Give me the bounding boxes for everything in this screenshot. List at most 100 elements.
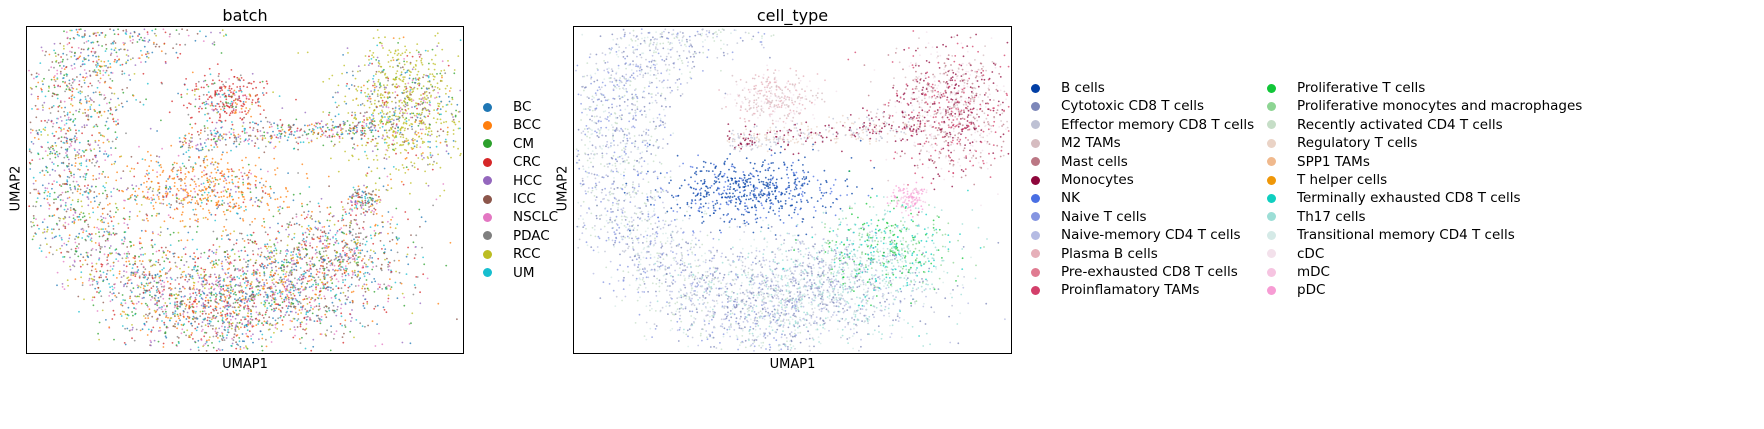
scatter-point [201,312,204,315]
scatter-point [132,274,135,277]
scatter-point [112,309,115,312]
scatter-point [30,141,33,143]
scatter-point [158,164,161,167]
scatter-point [396,131,399,134]
scatter-point [50,119,53,122]
scatter-point [128,74,130,76]
scatter-point [85,101,88,104]
scatter-point [192,338,194,340]
scatter-point [433,160,435,163]
scatter-point [75,109,77,112]
scatter-point [217,201,220,204]
scatter-point [233,306,236,309]
scatter-point [46,226,49,229]
scatter-point [377,135,380,138]
scatter-point [131,337,133,340]
scatter-point [203,161,205,164]
scatter-point [136,215,139,217]
scatter-point [45,169,48,172]
scatter-point [287,235,290,238]
scatter-point [91,247,94,250]
scatter-point [376,148,379,151]
scatter-point [189,184,192,187]
scatter-point [47,141,49,144]
scatter-point [409,113,412,115]
scatter-point [68,82,71,85]
scatter-point [223,289,226,292]
scatter-point [419,117,422,120]
scatter-point [325,286,328,289]
scatter-point [360,138,363,141]
scatter-point [93,296,96,299]
scatter-point [416,107,418,110]
scatter-point [109,291,112,294]
scatter-point [104,34,107,36]
scatter-point [147,277,150,279]
scatter-point [75,235,78,238]
scatter-point [177,92,180,95]
scatter-point [199,256,202,259]
scatter-point [64,106,66,109]
scatter-point [214,177,217,179]
scatter-point [308,301,311,304]
scatter-point [393,136,396,139]
scatter-point [369,49,371,52]
scatter-point [246,329,249,332]
scatter-point [260,265,263,268]
scatter-point [437,42,440,44]
scatter-point [270,341,273,343]
scatter-point [77,200,79,203]
scatter-point [234,285,237,287]
scatter-point [62,256,64,258]
scatter-point [115,51,118,54]
scatter-point [401,52,404,55]
scatter-point [406,71,408,73]
scatter-point [67,118,70,121]
scatter-point [378,189,380,192]
scatter-point [445,104,448,106]
scatter-point [36,197,39,200]
scatter-point [167,270,170,273]
scatter-point [102,271,105,274]
scatter-point [379,283,382,286]
scatter-point [360,89,363,92]
scatter-point [372,56,375,59]
scatter-point [201,321,204,324]
scatter-point [237,207,240,210]
scatter-point [194,183,197,186]
scatter-point [45,256,48,258]
scatter-point [362,265,364,267]
scatter-point [169,186,172,189]
scatter-point [447,96,450,98]
scatter-point [282,281,285,284]
scatter-point [101,309,104,312]
scatter-point [418,84,421,87]
scatter-point [93,275,96,278]
scatter-point [404,103,407,106]
scatter-point [121,73,124,76]
scatter-point [113,313,116,316]
scatter-point [156,302,158,304]
scatter-point [248,169,251,172]
scatter-point [191,269,194,271]
scatter-point [331,74,334,77]
scatter-point [304,347,307,350]
scatter-point [98,93,101,96]
scatter-point [194,255,197,258]
scatter-point [172,47,175,49]
scatter-point [226,334,229,337]
scatter-point [439,118,442,121]
scatter-point [404,98,407,100]
scatter-point [129,35,131,38]
scatter-point [382,135,385,138]
scatter-point [90,277,93,280]
scatter-point [383,129,386,132]
scatter-point [339,255,341,258]
scatter-point [433,68,436,71]
scatter-point [217,206,220,208]
scatter-point [246,307,249,310]
scatter-point [296,255,299,258]
scatter-point [89,108,92,110]
scatter-point [417,78,419,81]
scatter-point [58,152,61,155]
